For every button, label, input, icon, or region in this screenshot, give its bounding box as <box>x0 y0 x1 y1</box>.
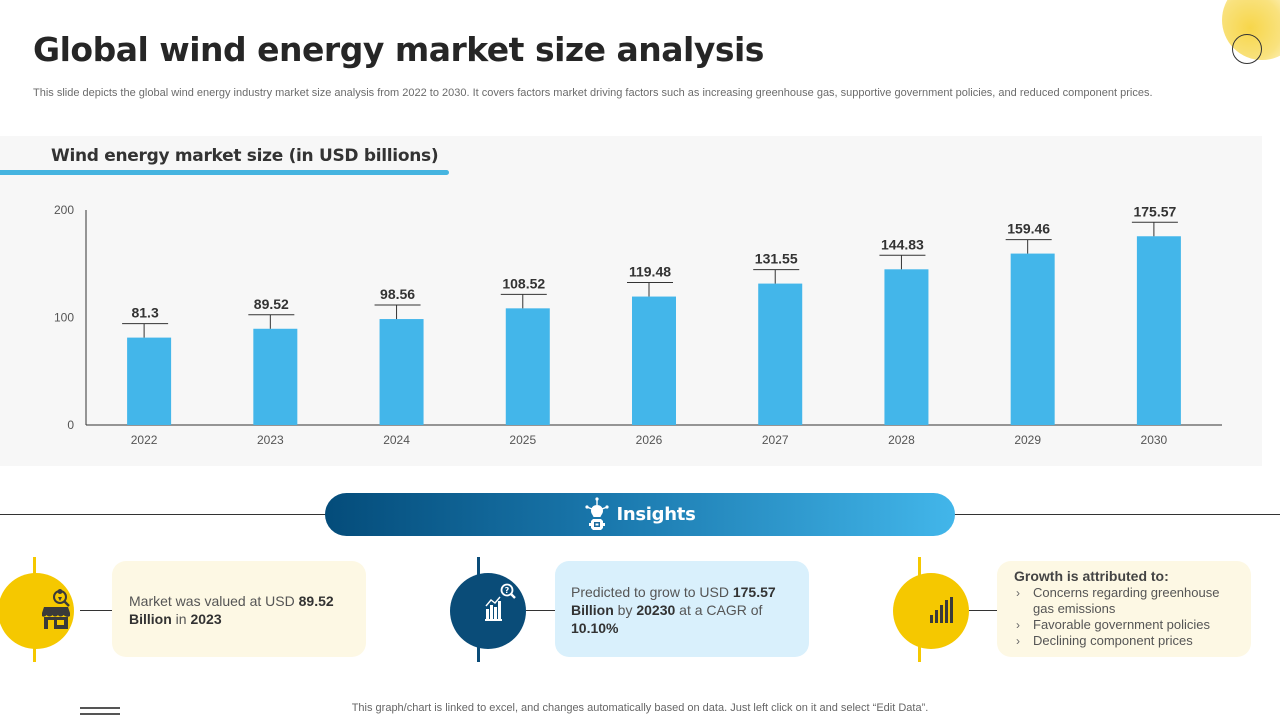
growth-driver-item: › Concerns regarding greenhouse gas emiss… <box>1016 585 1220 616</box>
card-text-segment: Predicted to grow to USD <box>571 584 733 600</box>
x-tick-label: 2029 <box>1014 433 1041 447</box>
card-1-connector <box>80 610 112 611</box>
data-label: 81.3 <box>131 305 158 321</box>
growth-driver-item: › Favorable government policies <box>1016 617 1211 632</box>
card-text-segment: at a CAGR of <box>675 602 763 618</box>
card-2-text: Predicted to grow to USD 175.57 Billion … <box>571 583 791 637</box>
data-label: 131.55 <box>755 251 798 267</box>
footer-note-text: This graph/chart is linked to excel, and… <box>351 702 929 714</box>
card-1-text: Market was valued at USD 89.52 Billion i… <box>129 592 359 628</box>
insights-label: Insights <box>616 504 696 525</box>
growth-chart-search-icon: ? <box>485 583 516 621</box>
card-highlight-value: 2023 <box>190 611 222 627</box>
insights-banner: Insights <box>325 493 955 536</box>
bar[interactable] <box>505 308 550 425</box>
chevron-right-icon: › <box>1016 618 1020 632</box>
x-tick-label: 2028 <box>888 433 915 447</box>
x-tick-label: 2025 <box>509 433 536 447</box>
card-highlight-value: 20230 <box>636 602 676 618</box>
bar[interactable] <box>884 269 929 425</box>
chart-title-underline <box>0 170 449 175</box>
bar[interactable] <box>253 328 298 425</box>
insight-card-forecast <box>555 561 809 657</box>
growth-driver-item: › Declining component prices <box>1016 633 1193 648</box>
y-tick-label: 100 <box>54 311 74 325</box>
card-3-content: Growth is attributed to: › Concerns regar… <box>1014 568 1244 649</box>
card-2-connector <box>526 610 556 611</box>
data-label: 98.56 <box>380 286 415 302</box>
data-label: 159.46 <box>1007 221 1050 237</box>
bar[interactable] <box>632 296 676 425</box>
bar-chart[interactable]: 0 100 200 81.3 2022 89.52 2023 98.56 2024 108.52 2… <box>0 190 1262 460</box>
card-highlight-value: 175.57 Billion <box>571 584 776 618</box>
growth-heading: Growth is attributed to: <box>1014 568 1169 584</box>
slide-title: Global wind energy market size analysis <box>33 30 764 69</box>
y-tick-label: 0 <box>67 418 74 432</box>
data-label: 89.52 <box>254 296 289 312</box>
insight-card-market-value <box>112 561 366 657</box>
data-label: 119.48 <box>629 264 671 280</box>
slide-subtitle: This slide depicts the global wind energ… <box>33 87 1153 99</box>
card-text-segment: Market was valued at USD <box>129 593 299 609</box>
insight-card-growth-drivers <box>997 561 1251 657</box>
card-text-segment: by <box>613 602 637 618</box>
data-label: 175.57 <box>1133 203 1176 219</box>
bar[interactable] <box>127 337 172 425</box>
y-tick-label: 200 <box>54 203 74 217</box>
card-1-icon-circle <box>0 573 74 649</box>
bar[interactable] <box>1010 253 1055 425</box>
x-tick-label: 2030 <box>1141 433 1168 447</box>
store-location-icon <box>42 589 70 629</box>
chevron-right-icon: › <box>1016 634 1020 648</box>
card-highlight-value: 89.52 Billion <box>129 593 334 627</box>
bar[interactable] <box>1136 236 1181 425</box>
chart-title: Wind energy market size (in USD billions… <box>51 146 439 166</box>
svg-text:?: ? <box>505 586 510 595</box>
x-tick-label: 2026 <box>636 433 663 447</box>
data-label: 144.83 <box>881 236 924 252</box>
bar[interactable] <box>758 283 803 425</box>
growth-driver-list: › Concerns regarding greenhouse gas emiss… <box>1014 585 1244 649</box>
x-tick-label: 2023 <box>257 433 284 447</box>
chevron-right-icon: › <box>1016 586 1020 600</box>
data-label: 108.52 <box>502 275 545 291</box>
card-2-icon-circle: ? <box>450 573 526 649</box>
card-3-icon-circle <box>893 573 969 649</box>
x-tick-label: 2024 <box>383 433 410 447</box>
menu-lines-icon <box>80 707 120 719</box>
card-3-connector <box>969 610 997 611</box>
lightbulb-gear-icon <box>585 496 610 530</box>
x-tick-label: 2027 <box>762 433 789 447</box>
signal-bars-icon <box>930 597 953 623</box>
x-tick-label: 2022 <box>131 433 158 447</box>
footer-note: This graph/chart is linked to excel, and… <box>0 702 1280 714</box>
card-highlight-value: 10.10% <box>571 620 619 636</box>
decorative-circle-outline <box>1232 34 1262 64</box>
bar[interactable] <box>379 319 424 425</box>
card-text-segment: in <box>171 611 191 627</box>
